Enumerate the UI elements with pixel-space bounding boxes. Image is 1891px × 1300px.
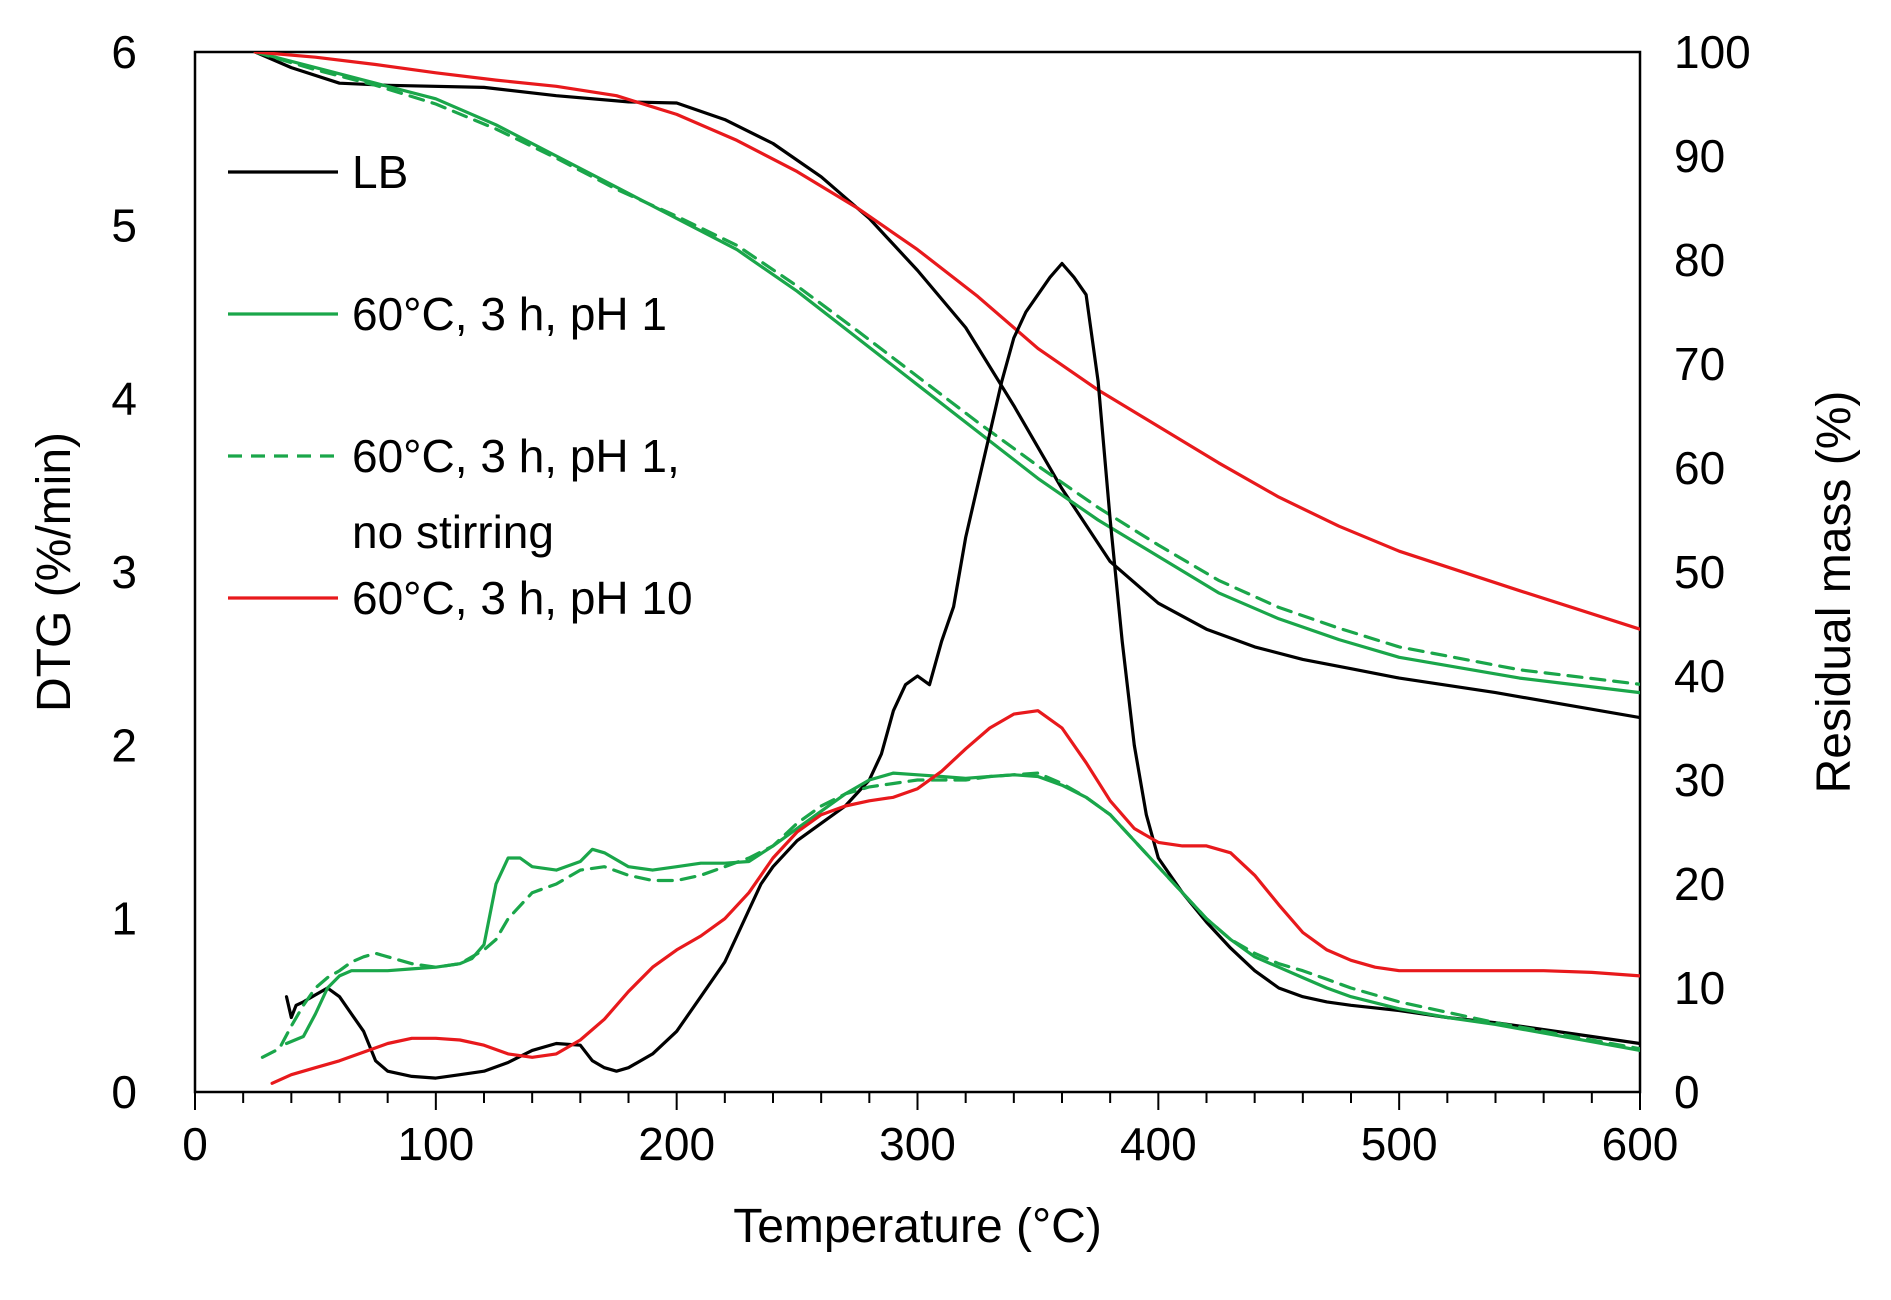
y-right-tick-label: 90 xyxy=(1674,130,1725,182)
y-right-tick-label: 100 xyxy=(1674,26,1751,78)
y-left-tick-label: 3 xyxy=(111,546,137,598)
legend-label-3: 60°C, 3 h, pH 10 xyxy=(352,572,693,624)
series-line-2 xyxy=(253,52,1640,686)
y-axis-left-title: DTG (%/min) xyxy=(28,432,81,712)
y-right-tick-label: 70 xyxy=(1674,338,1725,390)
series-line-3 xyxy=(253,52,1640,631)
legend-label-2: 60°C, 3 h, pH 1, xyxy=(352,430,680,482)
series-layer xyxy=(253,52,1640,1085)
legend-label-2-line2: no stirring xyxy=(352,506,554,558)
x-tick-label: 600 xyxy=(1602,1118,1679,1170)
y-left-tick-label: 5 xyxy=(111,199,137,251)
y-right-tick-label: 30 xyxy=(1674,754,1725,806)
y-right-tick-label: 50 xyxy=(1674,546,1725,598)
y-right-tick-label: 10 xyxy=(1674,962,1725,1014)
x-axis-title: Temperature (°C) xyxy=(733,1200,1102,1253)
x-tick-label: 200 xyxy=(638,1118,715,1170)
y-left-tick-label: 2 xyxy=(111,719,137,771)
x-tick-label: 500 xyxy=(1361,1118,1438,1170)
y-axis-right-title: Residual mass (%) xyxy=(1808,391,1861,794)
series-line-0 xyxy=(253,52,1640,720)
y-right-tick-label: 0 xyxy=(1674,1066,1700,1118)
y-left-tick-label: 6 xyxy=(111,26,137,78)
x-tick-label: 100 xyxy=(397,1118,474,1170)
series-line-7 xyxy=(270,709,1640,1085)
y-left-tick-label: 0 xyxy=(111,1066,137,1118)
x-tick-label: 400 xyxy=(1120,1118,1197,1170)
legend-label-1: 60°C, 3 h, pH 1 xyxy=(352,288,667,340)
series-line-4 xyxy=(284,261,1640,1080)
y-right-tick-label: 80 xyxy=(1674,234,1725,286)
y-left-tick-label: 1 xyxy=(111,893,137,945)
legend-label-0: LB xyxy=(352,146,408,198)
x-tick-label: 0 xyxy=(182,1118,208,1170)
series-line-6 xyxy=(260,771,1640,1059)
series-line-1 xyxy=(253,52,1640,695)
y-left-tick-label: 4 xyxy=(111,373,137,425)
y-right-tick-label: 20 xyxy=(1674,858,1725,910)
axis-ticks: 0 100 200 300 400 500 600012345601020304050607… xyxy=(111,26,1750,1170)
x-tick-label: 300 xyxy=(879,1118,956,1170)
y-right-tick-label: 40 xyxy=(1674,650,1725,702)
y-right-tick-label: 60 xyxy=(1674,442,1725,494)
legend: LB 60°C, 3 h, pH 1 60°C, 3 h, pH 1, no stir… xyxy=(228,146,693,624)
